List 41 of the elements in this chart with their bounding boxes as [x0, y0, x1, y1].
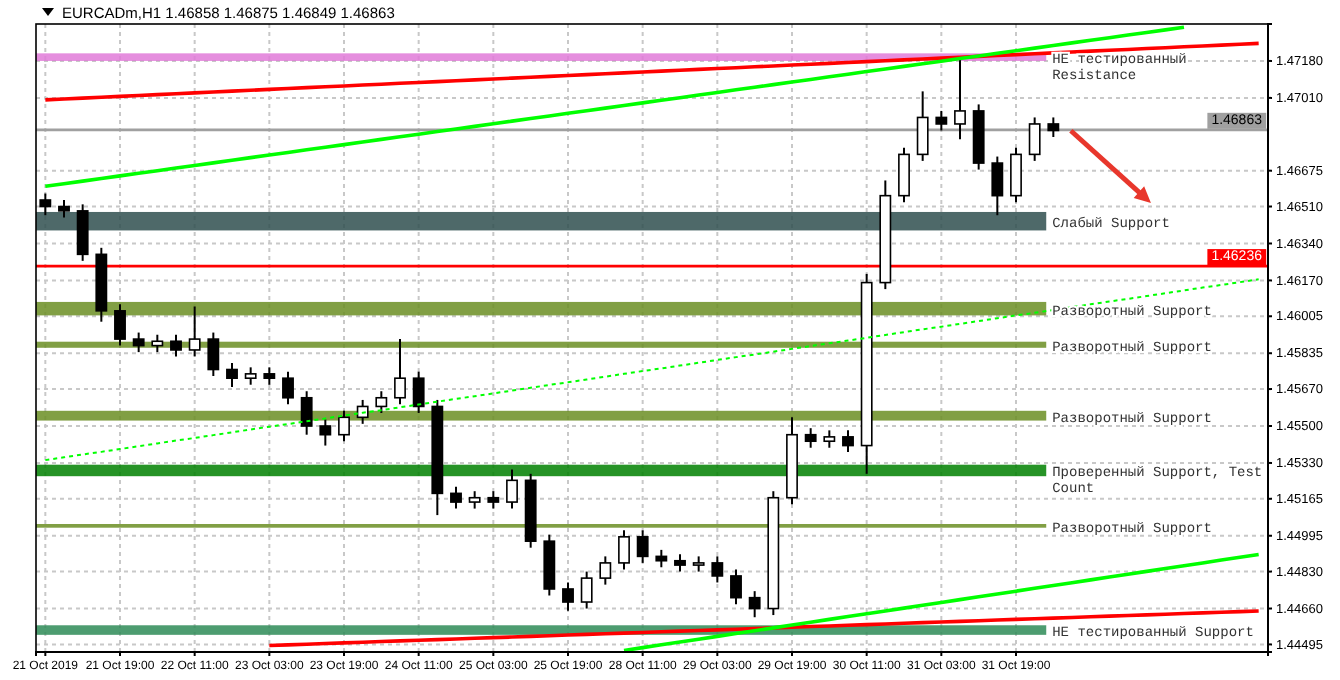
candlestick [114, 303, 126, 347]
candlestick [1028, 116, 1041, 162]
candlestick [450, 485, 462, 510]
candlestick [991, 155, 1004, 217]
candlestick [898, 146, 910, 204]
candlestick [506, 468, 518, 510]
candlestick [842, 429, 854, 454]
candlestick [170, 333, 182, 358]
candlestick [375, 390, 388, 414]
candlestick [412, 370, 425, 414]
candlestick [132, 331, 145, 354]
candlestick [282, 370, 294, 406]
candlestick [1010, 146, 1022, 204]
candlestick [76, 203, 89, 262]
candlestick [207, 331, 220, 378]
candlestick [636, 529, 649, 564]
candlestick [618, 529, 630, 571]
line-series [43, 25, 1186, 189]
candlestick [394, 338, 406, 406]
line-series [267, 609, 1261, 648]
candlestick [188, 305, 201, 358]
candlestick [300, 390, 313, 436]
line-series [622, 552, 1261, 652]
candlestick [356, 398, 369, 425]
candlestick [599, 555, 612, 586]
line-series [43, 41, 1261, 102]
candlestick [543, 533, 556, 597]
line-series [44, 278, 1260, 462]
candlestick [562, 581, 574, 612]
candlestick [1047, 116, 1060, 138]
candlestick [804, 427, 817, 449]
candlestick [711, 555, 724, 584]
candlestick [935, 109, 948, 132]
candlestick [338, 409, 350, 443]
candlestick [730, 568, 742, 606]
candlestick [954, 55, 966, 141]
candlestick [748, 590, 761, 619]
candlestick [226, 361, 238, 388]
candlestick [319, 418, 332, 447]
candlestick [916, 90, 929, 162]
candlestick [580, 570, 593, 610]
